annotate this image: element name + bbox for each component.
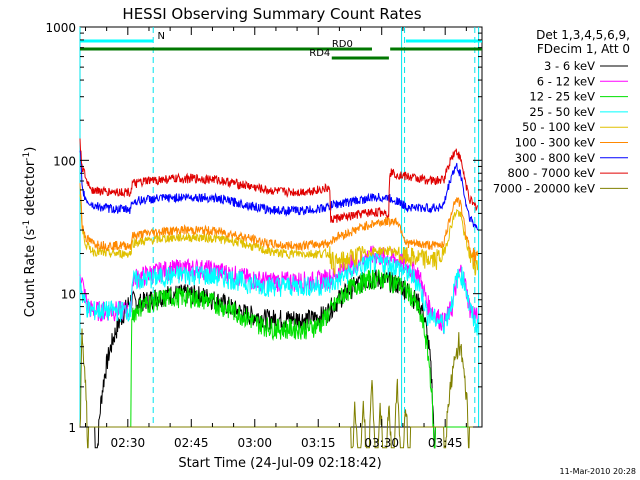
series-line-6 bbox=[79, 150, 479, 231]
x-tick-label: 02:45 bbox=[174, 436, 209, 450]
flag-label-n: N bbox=[157, 31, 164, 42]
footer-date: 11-Mar-2010 20:28 bbox=[560, 467, 637, 476]
series-line-5 bbox=[79, 183, 479, 266]
y-tick-label: 100 bbox=[53, 154, 76, 168]
legend-label: 100 - 300 keV bbox=[515, 136, 595, 150]
x-tick-label: 03:15 bbox=[301, 436, 336, 450]
legend-label: 12 - 25 keV bbox=[529, 90, 595, 104]
series-line-3 bbox=[79, 252, 479, 336]
legend-label: 300 - 800 keV bbox=[515, 151, 595, 165]
x-tick-label: 03:00 bbox=[237, 436, 272, 450]
x-tick-label: 03:30 bbox=[364, 436, 399, 450]
legend-label: 50 - 100 keV bbox=[522, 120, 595, 134]
x-tick-label: 02:30 bbox=[111, 436, 146, 450]
legend-label: 800 - 7000 keV bbox=[507, 166, 595, 180]
chart-title: HESSI Observing Summary Count Rates bbox=[122, 5, 421, 23]
y-axis-label: Count Rate (s-1 detector-1) bbox=[22, 147, 38, 318]
y-tick-label: 10 bbox=[61, 288, 76, 302]
legend-label: 25 - 50 keV bbox=[529, 105, 595, 119]
y-label-superscript-1: -1 bbox=[22, 220, 32, 229]
time-markers bbox=[79, 27, 480, 427]
series-line-8 bbox=[79, 328, 478, 449]
legend-label: 6 - 12 keV bbox=[537, 74, 595, 88]
legend-header-2: FDecim 1, Att 0 bbox=[537, 42, 630, 56]
legend-header-1: Det 1,3,4,5,6,9, bbox=[536, 28, 630, 42]
series-lines bbox=[79, 138, 479, 449]
y-axis-ticks: 1 10 100 1000 bbox=[45, 21, 482, 435]
y-label-superscript-2: -1 bbox=[22, 152, 32, 161]
legend-label: 7000 - 20000 keV bbox=[493, 181, 595, 195]
plot-frame bbox=[79, 26, 483, 428]
flag-label-rd0: RD0 bbox=[332, 39, 353, 50]
y-tick-label: 1000 bbox=[45, 21, 76, 35]
legend-label: 3 - 6 keV bbox=[544, 59, 595, 73]
flag-label-rd4: RD4 bbox=[309, 48, 330, 59]
series-line-2 bbox=[80, 269, 478, 449]
legend: Det 1,3,4,5,6,9, FDecim 1, Att 0 3 - 6 k… bbox=[493, 28, 630, 195]
series-line-7 bbox=[79, 138, 479, 223]
x-axis-label: Start Time (24-Jul-09 02:18:42) bbox=[178, 456, 381, 471]
y-tick-label: 1 bbox=[68, 421, 76, 435]
series-line-4 bbox=[79, 194, 479, 276]
x-axis-ticks: 02:30 02:45 03:00 03:15 03:30 03:45 bbox=[85, 27, 467, 450]
series-line-0 bbox=[80, 269, 478, 449]
x-tick-label: 03:45 bbox=[428, 436, 463, 450]
